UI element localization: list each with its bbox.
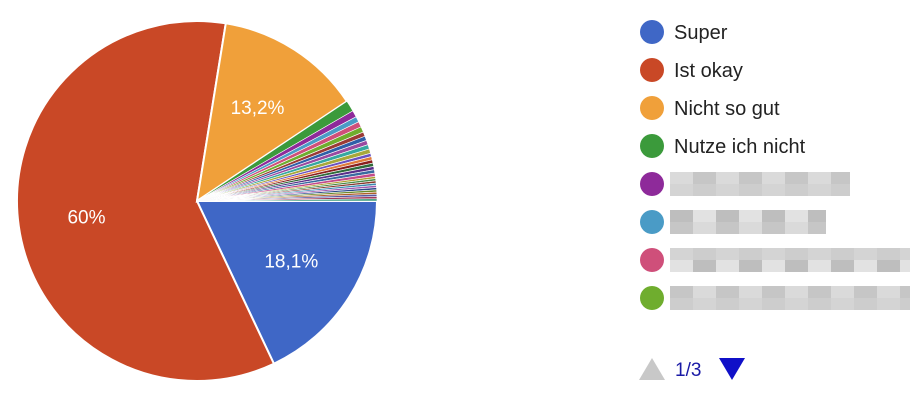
legend: Super Ist okay Nicht so gut Nutze ich nicht [640, 20, 910, 310]
legend-label-redacted-5 [670, 210, 826, 234]
legend-marker-1 [640, 58, 664, 82]
legend-marker-7 [640, 286, 664, 310]
slice-label-0: 18,1% [264, 252, 318, 273]
legend-label-redacted-6 [670, 248, 910, 272]
legend-marker-4 [640, 172, 664, 196]
pie-slice-labels: 18,1% 60% 13,2% [67, 98, 318, 273]
slice-label-2: 13,2% [231, 98, 285, 119]
legend-next-page-icon[interactable] [719, 358, 745, 380]
legend-label-3: Nutze ich nicht [674, 136, 806, 158]
legend-marker-0 [640, 20, 664, 44]
legend-label-2: Nicht so gut [674, 98, 780, 120]
pie-slice-2[interactable] [195, 22, 349, 204]
pie-slice-30[interactable] [196, 198, 378, 202]
legend-page-indicator: 1/3 [675, 360, 701, 381]
pie-slice-0[interactable] [195, 200, 379, 366]
legend-pagination: 1/3 [639, 358, 745, 381]
legend-prev-page-icon[interactable] [639, 358, 665, 380]
legend-marker-5 [640, 210, 664, 234]
pie-slice-1[interactable] [16, 20, 276, 382]
legend-marker-2 [640, 96, 664, 120]
legend-label-redacted-7 [670, 286, 910, 310]
legend-label-redacted-4 [670, 172, 850, 196]
slice-label-1: 60% [67, 208, 105, 229]
pie-slices [16, 20, 379, 382]
legend-marker-6 [640, 248, 664, 272]
legend-label-0: Super [674, 22, 728, 44]
legend-label-1: Ist okay [674, 60, 743, 82]
legend-marker-3 [640, 134, 664, 158]
